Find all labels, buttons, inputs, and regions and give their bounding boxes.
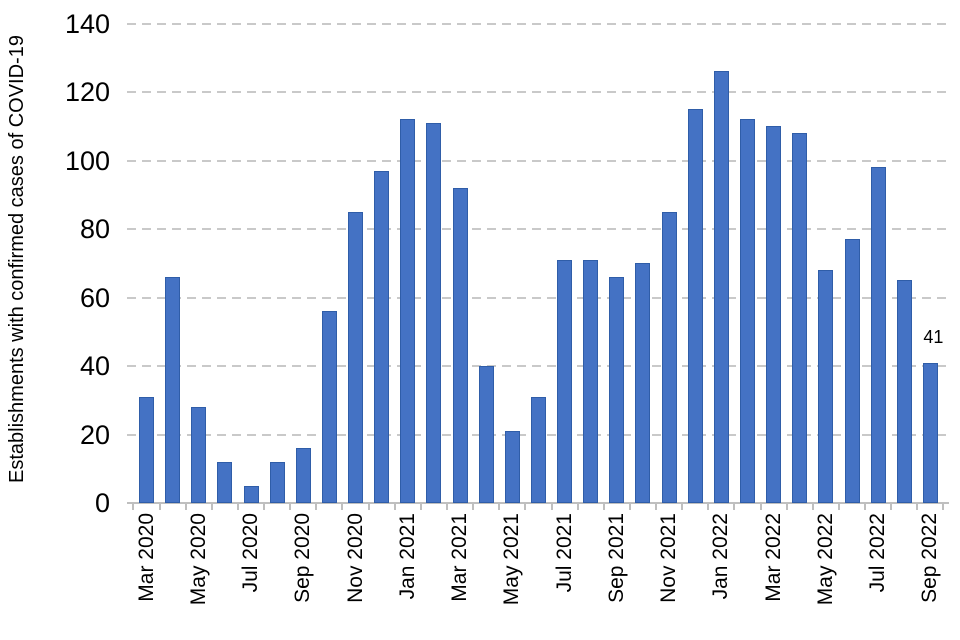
bar-jul-2021 [557,259,573,503]
gridline-60 [127,296,949,299]
gridline-80 [127,228,949,230]
bar-nov-2021 [661,211,677,503]
gridline-100 [127,159,949,162]
bar-jun-2020 [217,461,233,503]
x-tick-mark [681,504,684,510]
x-tick-mark [890,504,893,510]
x-tick-mark [864,504,867,510]
bar-jun-2021 [530,396,546,503]
x-tick-mark [419,504,422,510]
x-tick-mark [602,504,605,510]
x-tick-mark [916,504,919,510]
bar-may-2020 [191,407,207,503]
x-tick-label-may-2021: May 2021 [500,513,524,606]
bar-feb-2021 [426,122,442,503]
x-tick-mark [393,504,396,510]
y-tick-label-20: 20 [79,419,110,450]
bar-jun-2022 [844,239,860,503]
bar-sep-2021 [609,276,625,503]
bar-mar-2022 [766,126,782,503]
x-tick-mark [236,504,239,510]
x-tick-mark [524,504,527,510]
gridline-140 [127,22,949,25]
bar-mar-2021 [452,187,468,503]
x-tick-mark [785,504,788,510]
x-tick-mark [210,504,213,510]
x-tick-mark [367,504,370,510]
x-tick-label-mar-2020: Mar 2020 [134,513,158,602]
x-tick-mark [655,504,658,510]
x-tick-label-may-2022: May 2022 [813,513,837,606]
x-tick-mark [132,504,135,510]
bar-oct-2021 [635,263,651,503]
x-axis-line [127,502,949,504]
y-tick-label-120: 120 [64,77,110,107]
x-tick-mark [550,504,553,510]
bar-apr-2020 [165,276,181,503]
x-tick-label-sep-2021: Sep 2021 [604,513,628,603]
y-tick-label-40: 40 [79,351,110,381]
x-tick-mark [837,504,840,510]
bar-nov-2020 [348,211,364,503]
bar-jul-2020 [243,485,259,503]
gridline-40 [127,365,949,367]
bar-mar-2020 [139,396,154,503]
plot-area: Mar 2020 May 2020 Jul 2020 Sep 2020 Nov 2020… [127,0,949,640]
x-tick-mark [158,504,161,510]
x-tick-mark [184,504,187,510]
bar-feb-2022 [739,119,755,503]
bar-sep-2022 [922,362,938,503]
y-tick-label-100: 100 [64,145,110,176]
x-tick-mark [811,504,814,510]
x-tick-mark [733,504,736,510]
y-tick-label-80: 80 [79,214,110,244]
x-tick-label-jan-2021: Jan 2021 [395,513,419,600]
bar-jan-2021 [400,119,416,503]
bar-may-2021 [504,431,520,503]
bar-dec-2021 [687,109,703,503]
x-tick-label-mar-2021: Mar 2021 [448,513,472,602]
x-tick-label-jan-2022: Jan 2022 [709,513,733,600]
x-tick-label-jul-2022: Jul 2022 [866,513,890,593]
x-tick-label-mar-2022: Mar 2022 [761,513,785,602]
x-tick-mark [759,504,762,510]
x-tick-mark [341,504,344,510]
x-tick-mark [263,504,266,510]
bar-aug-2021 [583,259,599,503]
x-tick-mark [472,504,475,510]
x-tick-label-nov-2021: Nov 2021 [657,513,681,603]
x-tick-mark [707,504,710,510]
bar-apr-2022 [792,133,808,503]
x-tick-mark [942,504,945,510]
bar-dec-2020 [374,170,390,503]
y-tick-label-140: 140 [64,8,110,39]
bar-oct-2020 [321,311,337,503]
x-tick-label-may-2020: May 2020 [186,513,210,606]
x-tick-mark [289,504,292,510]
x-tick-mark [628,504,631,510]
x-tick-mark [445,504,448,510]
x-tick-label-sep-2022: Sep 2022 [918,513,942,603]
bar-aug-2020 [269,461,285,503]
x-tick-mark [315,504,318,510]
y-tick-label-0: 0 [94,488,110,518]
bar-jul-2022 [870,167,886,503]
bar-sep-2020 [295,448,311,503]
y-tick-label-60: 60 [79,282,110,313]
x-tick-label-nov-2020: Nov 2020 [343,513,367,603]
x-tick-label-jul-2021: Jul 2021 [552,513,576,593]
bar-aug-2022 [896,280,912,503]
x-tick-mark [576,504,579,510]
x-tick-mark [498,504,501,510]
bar-value-label: 41 [923,327,944,347]
bar-jan-2022 [713,71,729,503]
x-tick-label-jul-2020: Jul 2020 [239,513,263,593]
x-tick-label-sep-2020: Sep 2020 [291,513,315,603]
bar-may-2022 [818,270,834,503]
gridline-120 [127,91,949,93]
bar-apr-2021 [478,366,494,503]
